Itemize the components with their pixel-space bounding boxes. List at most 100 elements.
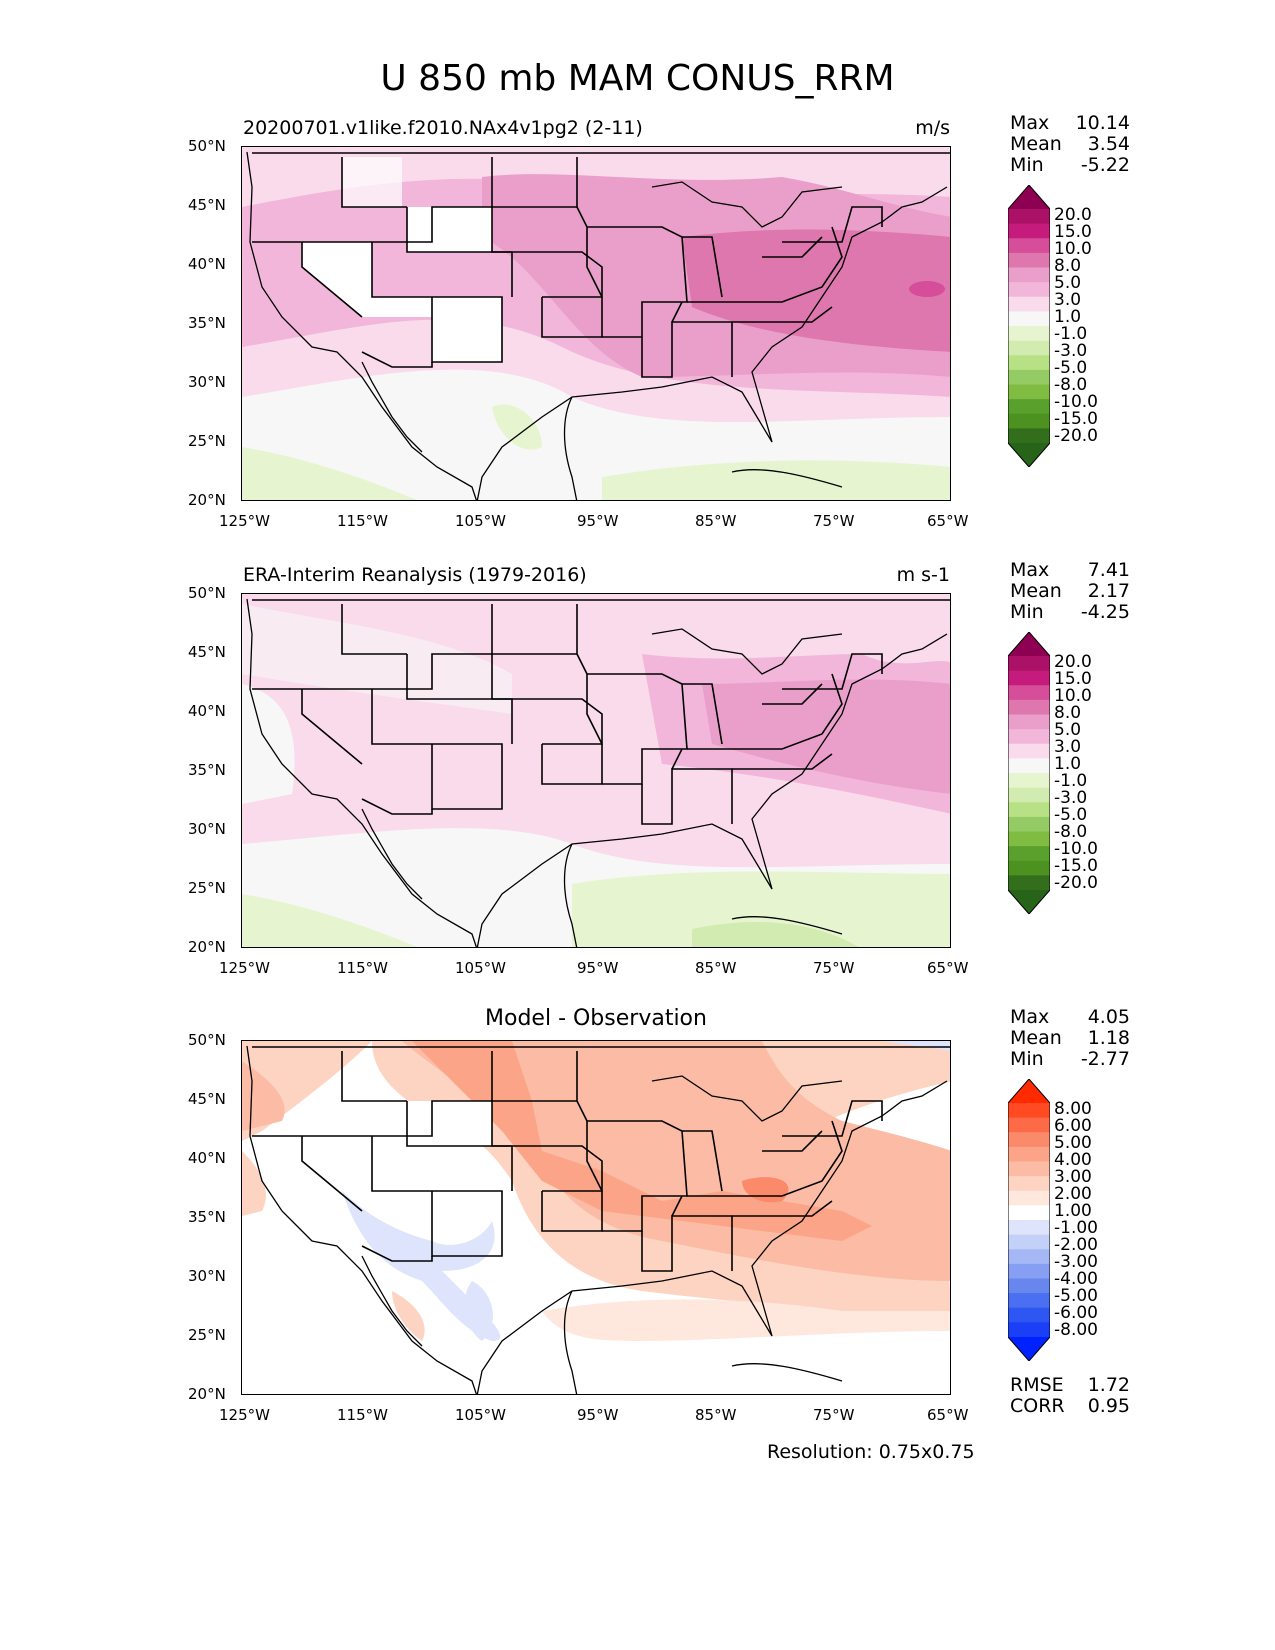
p1-mean-value: 3.54 xyxy=(1087,133,1130,155)
map-2-green-gulf xyxy=(572,871,950,947)
colorbar-swatch xyxy=(1008,209,1050,225)
colorbar-swatch xyxy=(1008,1146,1050,1162)
colorbar-label: 5.0 xyxy=(1054,273,1082,293)
map-1-core-max xyxy=(909,281,945,297)
colorbar-label: -15.0 xyxy=(1054,856,1098,876)
p3-lon-tick-115: 115°W xyxy=(337,1406,388,1424)
colorbar-bottom-cap xyxy=(1008,890,1050,914)
colorbar-bottom-cap xyxy=(1008,443,1050,467)
map-1-green-texas xyxy=(492,404,542,450)
p1-colorbar-svg xyxy=(1007,184,1051,468)
panel-1-units: m/s xyxy=(915,117,950,139)
p2-lat-tick-25: 25°N xyxy=(188,879,226,897)
p1-lon-tick-65: 65°W xyxy=(927,512,969,530)
p1-colorbar xyxy=(1007,184,1051,468)
colorbar-label: -5.0 xyxy=(1054,805,1088,825)
colorbar-label: -8.00 xyxy=(1054,1320,1098,1340)
p2-lat-tick-45: 45°N xyxy=(188,643,226,661)
p3-lat-tick-40: 40°N xyxy=(188,1149,226,1167)
p1-lon-tick-95: 95°W xyxy=(577,512,619,530)
map-3-gulf-pale xyxy=(542,1299,950,1341)
colorbar-label: 15.0 xyxy=(1054,222,1092,242)
colorbar-swatch xyxy=(1008,384,1050,400)
p1-lat-tick-25: 25°N xyxy=(188,432,226,450)
colorbar-swatch xyxy=(1008,685,1050,701)
colorbar-swatch xyxy=(1008,413,1050,429)
p2-lon-tick-105: 105°W xyxy=(455,959,506,977)
p1-lon-tick-125: 125°W xyxy=(219,512,270,530)
p1-lat-tick-50: 50°N xyxy=(188,137,226,155)
p2-lat-tick-40: 40°N xyxy=(188,702,226,720)
p1-lon-tick-75: 75°W xyxy=(813,512,855,530)
map-1-green-caribbean xyxy=(602,460,950,500)
colorbar-top-cap xyxy=(1008,185,1050,209)
colorbar-label: 1.00 xyxy=(1054,1201,1092,1221)
p2-lon-tick-125: 125°W xyxy=(219,959,270,977)
colorbar-label: 8.0 xyxy=(1054,703,1082,723)
p3-lat-tick-20: 20°N xyxy=(188,1385,226,1403)
p2-lat-tick-30: 30°N xyxy=(188,820,226,838)
map-2-green-west xyxy=(242,894,418,947)
colorbar-label: 6.00 xyxy=(1054,1116,1092,1136)
colorbar-swatch xyxy=(1008,831,1050,847)
panel-1-title: 20200701.v1like.f2010.NAx4v1pg2 (2-11) xyxy=(243,117,643,139)
map-1-coastlines xyxy=(246,151,948,500)
p3-lon-tick-95: 95°W xyxy=(577,1406,619,1424)
colorbar-label: -3.00 xyxy=(1054,1252,1098,1272)
colorbar-label: 4.00 xyxy=(1054,1150,1092,1170)
p3-rmse-value: 1.72 xyxy=(1087,1374,1130,1396)
colorbar-label: -4.00 xyxy=(1054,1269,1098,1289)
colorbar-label: 3.0 xyxy=(1054,737,1082,757)
p1-max-label: Max xyxy=(1010,112,1050,134)
colorbar-label: -8.0 xyxy=(1054,822,1088,842)
p2-lat-tick-20: 20°N xyxy=(188,938,226,956)
colorbar-swatch xyxy=(1008,282,1050,298)
colorbar-swatch xyxy=(1008,816,1050,832)
p1-lat-tick-40: 40°N xyxy=(188,255,226,273)
p2-max-value: 7.41 xyxy=(1087,559,1130,581)
map-1-green-west xyxy=(242,447,418,500)
colorbar-swatch xyxy=(1008,311,1050,327)
colorbar-swatch xyxy=(1008,773,1050,789)
colorbar-label: -20.0 xyxy=(1054,873,1098,893)
p2-lat-tick-35: 35°N xyxy=(188,761,226,779)
p1-max-value: 10.14 xyxy=(1075,112,1130,134)
colorbar-label: 5.00 xyxy=(1054,1133,1092,1153)
map-3-strong-band xyxy=(412,1041,872,1241)
p2-lon-tick-75: 75°W xyxy=(813,959,855,977)
map-3-white-southwest xyxy=(372,1191,502,1256)
colorbar-label: -15.0 xyxy=(1054,409,1098,429)
panel-3-map-svg xyxy=(242,1041,950,1394)
p3-rmse-label: RMSE xyxy=(1010,1374,1064,1396)
colorbar-label: 1.0 xyxy=(1054,754,1082,774)
colorbar-swatch xyxy=(1008,846,1050,862)
p3-lon-tick-85: 85°W xyxy=(695,1406,737,1424)
p1-lat-tick-45: 45°N xyxy=(188,196,226,214)
p2-lat-tick-50: 50°N xyxy=(188,584,226,602)
colorbar-swatch xyxy=(1008,860,1050,876)
colorbar-swatch xyxy=(1008,355,1050,371)
colorbar-label: 10.0 xyxy=(1054,686,1092,706)
map-2-state-borders xyxy=(252,599,950,825)
colorbar-label: -1.0 xyxy=(1054,771,1088,791)
p3-lon-tick-105: 105°W xyxy=(455,1406,506,1424)
p1-lat-tick-35: 35°N xyxy=(188,314,226,332)
p3-max-value: 4.05 xyxy=(1087,1006,1130,1028)
colorbar-label: 5.0 xyxy=(1054,720,1082,740)
colorbar-label: -8.0 xyxy=(1054,375,1088,395)
colorbar-swatch xyxy=(1008,267,1050,283)
colorbar-swatch xyxy=(1008,802,1050,818)
p3-lon-tick-125: 125°W xyxy=(219,1406,270,1424)
p1-lat-tick-30: 30°N xyxy=(188,373,226,391)
colorbar-label: 3.0 xyxy=(1054,290,1082,310)
colorbar-swatch xyxy=(1008,1176,1050,1192)
p1-mean-label: Mean xyxy=(1010,133,1062,155)
colorbar-swatch xyxy=(1008,1293,1050,1309)
colorbar-swatch xyxy=(1008,699,1050,715)
p2-lon-tick-95: 95°W xyxy=(577,959,619,977)
panel-2-units: m s-1 xyxy=(896,564,950,586)
colorbar-swatch xyxy=(1008,729,1050,745)
colorbar-swatch xyxy=(1008,1234,1050,1250)
p3-corr-label: CORR xyxy=(1010,1395,1065,1417)
map-3-pacific-nw-strong xyxy=(242,1061,285,1131)
